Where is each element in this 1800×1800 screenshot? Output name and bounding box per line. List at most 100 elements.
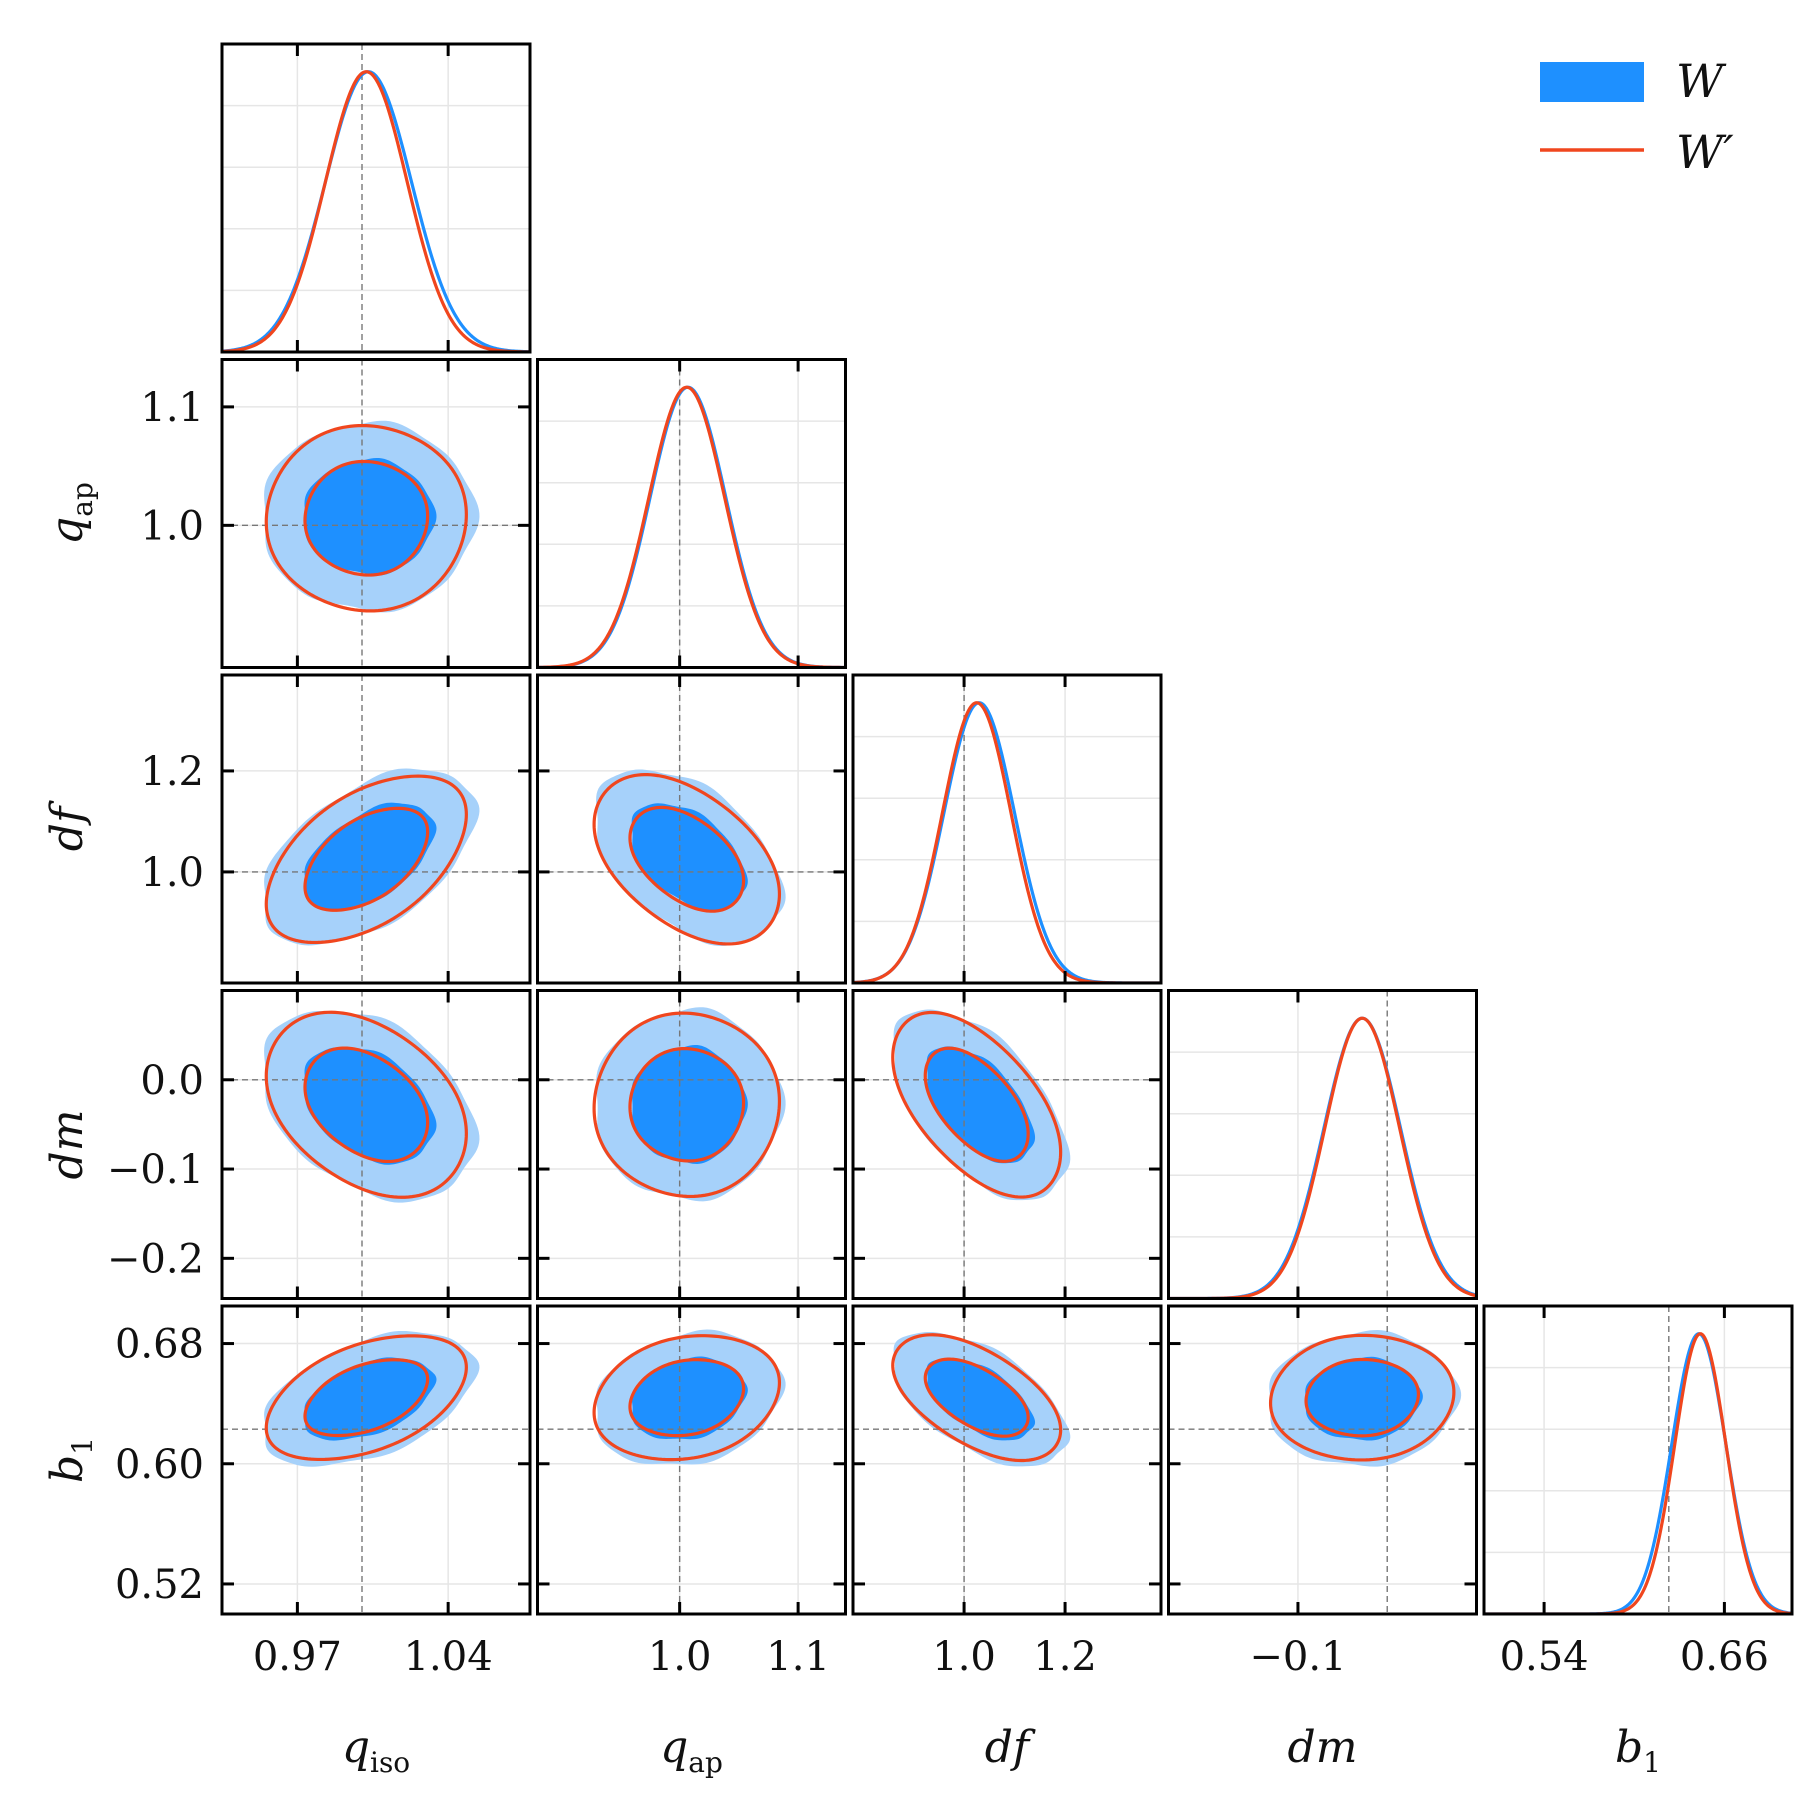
contour-Wprime-outer-qap-qiso (264, 423, 468, 613)
panel-qap-qap (536, 358, 847, 669)
contour-Wprime-outer-b1-qiso (264, 1334, 468, 1462)
panel-content (853, 675, 1161, 983)
y-tick-label-dm: 0.0 (140, 1058, 204, 1104)
panels-layer: 0.97 1.04 qiso 1.0 1.1 qap 1.0 1.2 df −0.1 dm 0.54 0… (42, 42, 1794, 1779)
x-tick-label-dm: −0.1 (1249, 1634, 1346, 1680)
panel-content (222, 990, 530, 1299)
x-tick-label-b1: 0.66 (1680, 1634, 1769, 1680)
panel-frame (851, 1304, 1163, 1616)
contour-Wprime-inner-b1-df (923, 1357, 1030, 1438)
y-tick-label-df: 1.0 (140, 850, 204, 896)
contour-Wprime-inner-df-qiso (303, 806, 430, 912)
y-tick-label-qap: 1.1 (140, 385, 204, 431)
contour-Wprime-outer-b1-df (891, 1333, 1063, 1463)
panel-df-df (851, 673, 1163, 985)
y-tick-label-b1: 0.68 (115, 1322, 204, 1368)
marginal-W-b1 (1484, 1332, 1792, 1614)
x-tick-label-df: 1.2 (1033, 1634, 1097, 1680)
panel-content (222, 675, 530, 983)
panel-frame (220, 673, 532, 985)
y-tick-label-b1: 0.60 (115, 1442, 204, 1488)
marginal-Wprime-qap (537, 385, 846, 668)
contour-Wprime-outer-df-qiso (264, 774, 468, 945)
panel-b1-qap (536, 1304, 847, 1616)
y-tick-label-qap: 1.0 (140, 503, 204, 549)
panel-content (222, 44, 530, 352)
contour-W-inner-b1-qap (631, 1356, 748, 1440)
panel-content (1484, 1306, 1792, 1614)
contour-W-inner-b1-dm (1305, 1356, 1423, 1441)
marginal-W-qap (537, 385, 846, 668)
panel-frame (536, 673, 847, 985)
x-axis-label-df: df (985, 1722, 1036, 1773)
contour-Wprime-inner-dm-qiso (303, 1046, 430, 1164)
panel-df-qap (536, 673, 847, 985)
panel-frame (220, 358, 532, 669)
panel-dm-qap (536, 989, 847, 1300)
panel-b1-df (851, 1304, 1163, 1616)
panel-content (222, 1306, 530, 1614)
x-tick-label-qap: 1.1 (766, 1634, 830, 1680)
legend-label-Wprime: W′ (1676, 125, 1734, 179)
panel-frame (536, 989, 847, 1300)
x-tick-label-qiso: 0.97 (253, 1634, 342, 1680)
y-axis-label-sub: ap (66, 482, 99, 517)
contour-W-inner-df-qap (631, 803, 748, 912)
panel-frame (220, 1304, 532, 1616)
y-axis-label-qap: qap (42, 482, 99, 545)
y-axis-label-b1: b1 (42, 1437, 99, 1483)
panel-frame (1482, 1304, 1794, 1616)
panel-content (537, 675, 846, 983)
contour-Wprime-inner-b1-dm (1304, 1357, 1421, 1438)
marginal-Wprime-df (853, 701, 1161, 983)
panel-content (853, 990, 1161, 1299)
y-axis-label-sub: 1 (66, 1437, 99, 1455)
y-tick-label-b1: 0.52 (115, 1562, 204, 1608)
legend-swatch-W (1540, 62, 1644, 102)
contour-W-inner-dm-qap (631, 1044, 748, 1164)
contour-Wprime-outer-dm-qap (592, 1011, 782, 1199)
panel-content (853, 1306, 1161, 1614)
y-tick-label-dm: −0.2 (107, 1236, 204, 1282)
contour-Wprime-inner-dm-df (923, 1046, 1030, 1163)
panel-frame (1167, 989, 1478, 1300)
marginal-Wprime-qiso (222, 70, 530, 352)
x-axis-label-sub: ap (688, 1746, 723, 1779)
contour-W-inner-b1-df (926, 1358, 1036, 1441)
x-tick-label-b1: 0.54 (1500, 1634, 1589, 1680)
contour-Wprime-inner-b1-qiso (303, 1358, 430, 1438)
panel-frame (536, 358, 847, 669)
panel-b1-qiso (220, 1304, 532, 1616)
panel-content (537, 1306, 846, 1614)
panel-frame (536, 1304, 847, 1616)
legend: W W′ (1540, 54, 1734, 179)
y-axis-label-dm: dm (42, 1110, 93, 1180)
contour-W-inner-qap-qiso (304, 458, 437, 576)
x-axis-label-sub: iso (370, 1746, 410, 1779)
panel-content (222, 359, 530, 668)
marginal-W-qiso (222, 70, 530, 352)
contour-Wprime-outer-dm-qiso (264, 1010, 468, 1199)
y-tick-label-dm: −0.1 (107, 1147, 204, 1193)
panel-dm-qiso (220, 989, 532, 1300)
marginal-Wprime-dm (1168, 1016, 1477, 1299)
contour-Wprime-inner-qap-qiso (303, 459, 430, 577)
panel-df-qiso (220, 673, 532, 985)
panel-qap-qiso (220, 358, 532, 669)
panel-content (537, 359, 846, 668)
contour-Wprime-outer-dm-df (891, 1010, 1063, 1199)
x-tick-label-qiso: 1.04 (404, 1634, 493, 1680)
x-axis-label-qiso: qiso (342, 1722, 410, 1779)
contour-Wprime-outer-b1-dm (1268, 1333, 1456, 1462)
panel-frame (851, 989, 1163, 1300)
panel-frame (1167, 1304, 1478, 1616)
panel-content (1168, 1306, 1477, 1614)
contour-Wprime-outer-df-qap (592, 773, 782, 946)
y-axis-label-df: df (42, 800, 93, 851)
panel-frame (220, 989, 532, 1300)
x-axis-label-b1: b1 (1615, 1722, 1661, 1779)
x-tick-label-qap: 1.0 (648, 1634, 712, 1680)
panel-b1-b1 (1482, 1304, 1794, 1616)
contour-Wprime-inner-b1-qap (628, 1358, 746, 1438)
